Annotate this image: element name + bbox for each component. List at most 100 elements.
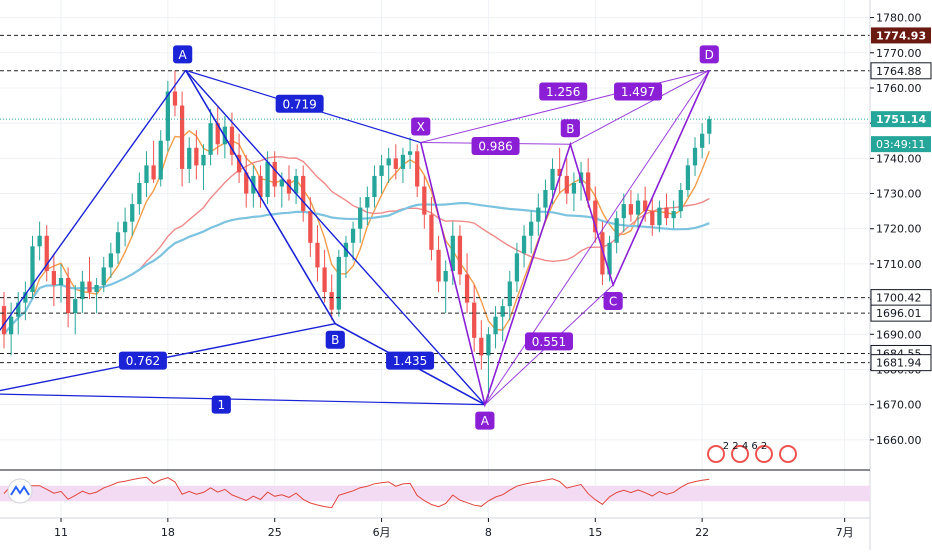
candle-body[interactable]: [94, 285, 99, 293]
candle-body[interactable]: [215, 123, 220, 145]
candle-body[interactable]: [279, 179, 284, 187]
candle-body[interactable]: [621, 204, 626, 219]
candle-body[interactable]: [664, 207, 669, 219]
candle-body[interactable]: [657, 207, 662, 226]
candle-body[interactable]: [529, 221, 534, 236]
candle-body[interactable]: [486, 334, 491, 356]
candle-body[interactable]: [229, 126, 235, 155]
candle-body[interactable]: [58, 277, 64, 286]
candle-body[interactable]: [201, 154, 206, 166]
candle-body[interactable]: [80, 281, 85, 300]
purple-vertex-label-box[interactable]: [699, 45, 719, 64]
event-flags[interactable]: 2 2 4 6 2: [707, 441, 797, 463]
candle-body[interactable]: [586, 172, 591, 201]
candle-body[interactable]: [593, 200, 598, 233]
blue-pattern-leg[interactable]: [185, 69, 486, 406]
candle-body[interactable]: [172, 91, 178, 106]
candle-body[interactable]: [236, 154, 242, 173]
candle-body[interactable]: [44, 235, 49, 271]
candle-body[interactable]: [571, 182, 577, 194]
candle-body[interactable]: [265, 161, 270, 198]
candle-body[interactable]: [16, 302, 21, 317]
blue-pattern-leg[interactable]: [0, 69, 187, 334]
candle-body[interactable]: [429, 214, 434, 250]
candle-body[interactable]: [543, 190, 548, 208]
candle-body[interactable]: [244, 172, 249, 194]
candle-body[interactable]: [536, 207, 541, 222]
candle-body[interactable]: [115, 232, 121, 254]
logo-icon[interactable]: [7, 478, 33, 504]
candle-body[interactable]: [165, 91, 170, 141]
purple-vertex-label-box[interactable]: [603, 292, 623, 311]
candle-body[interactable]: [450, 235, 455, 271]
candle-body[interactable]: [336, 256, 341, 310]
candle-body[interactable]: [179, 105, 185, 169]
candle-body[interactable]: [379, 165, 384, 176]
us-flag-icon[interactable]: [755, 445, 773, 463]
candle-body[interactable]: [628, 204, 634, 215]
candle-body[interactable]: [707, 119, 712, 134]
us-flag-icon[interactable]: [731, 445, 749, 463]
candle-body[interactable]: [272, 161, 277, 187]
purple-ratio-label-box[interactable]: [539, 82, 588, 101]
candle-body[interactable]: [500, 306, 505, 317]
candle-body[interactable]: [393, 158, 398, 169]
candle-body[interactable]: [144, 165, 149, 183]
blue-pattern-leg[interactable]: [0, 323, 336, 392]
us-flag-icon[interactable]: [707, 445, 725, 463]
oscillator-pane[interactable]: [0, 469, 870, 509]
us-flag-icon[interactable]: [779, 445, 797, 463]
candle-body[interactable]: [130, 204, 135, 222]
blue-pattern-leg[interactable]: [0, 393, 485, 406]
candle-body[interactable]: [614, 218, 619, 243]
candle-body[interactable]: [514, 253, 520, 282]
candle-body[interactable]: [436, 249, 441, 282]
candle-body[interactable]: [600, 232, 605, 275]
candle-body[interactable]: [122, 221, 128, 233]
purple-vertex-label-box[interactable]: [475, 411, 495, 430]
blue-ratio-label-box[interactable]: [275, 94, 324, 113]
candle-body[interactable]: [258, 175, 263, 198]
candle-body[interactable]: [194, 147, 199, 166]
candle-body[interactable]: [1, 306, 7, 335]
candle-body[interactable]: [101, 267, 106, 286]
time-axis[interactable]: 11 18 25 6月 8 15 22 7月: [0, 517, 870, 539]
candle-body[interactable]: [315, 242, 320, 268]
candle-body[interactable]: [108, 253, 113, 268]
candle-body[interactable]: [407, 151, 413, 155]
candle-body[interactable]: [550, 168, 555, 191]
blue-vertex-label-box[interactable]: [173, 45, 193, 64]
candle-body[interactable]: [137, 182, 142, 205]
purple-ratio-label-box[interactable]: [614, 82, 663, 101]
purple-vertex-label-box[interactable]: [411, 117, 431, 136]
candle-body[interactable]: [30, 246, 35, 293]
candle-body[interactable]: [422, 186, 427, 215]
blue-ratio-label-box[interactable]: [386, 351, 435, 370]
candle-body[interactable]: [671, 211, 676, 219]
candle-body[interactable]: [51, 270, 57, 286]
candle-body[interactable]: [521, 235, 527, 254]
purple-ratio-label-box[interactable]: [524, 332, 573, 351]
candle-body[interactable]: [301, 175, 306, 212]
candle-body[interactable]: [464, 274, 470, 303]
candle-body[interactable]: [65, 277, 71, 314]
purple-pattern-leg[interactable]: [484, 70, 710, 405]
candle-body[interactable]: [700, 133, 705, 148]
candle-body[interactable]: [685, 165, 691, 191]
candle-body[interactable]: [8, 316, 14, 335]
candle-body[interactable]: [472, 302, 477, 338]
candle-body[interactable]: [443, 270, 448, 282]
candle-body[interactable]: [607, 242, 612, 275]
candle-body[interactable]: [479, 337, 484, 356]
candle-body[interactable]: [293, 175, 299, 194]
candle-body[interactable]: [365, 197, 370, 208]
blue-ratio-label-box[interactable]: [118, 351, 167, 370]
purple-pattern-leg[interactable]: [570, 69, 710, 145]
candle-body[interactable]: [457, 235, 463, 275]
price-axis[interactable]: 1660.001670.001680.001690.001700.001710.…: [869, 0, 932, 550]
candle-body[interactable]: [372, 175, 377, 198]
candle-body[interactable]: [73, 299, 78, 314]
candle-body[interactable]: [650, 211, 655, 226]
candle-body[interactable]: [643, 200, 648, 212]
